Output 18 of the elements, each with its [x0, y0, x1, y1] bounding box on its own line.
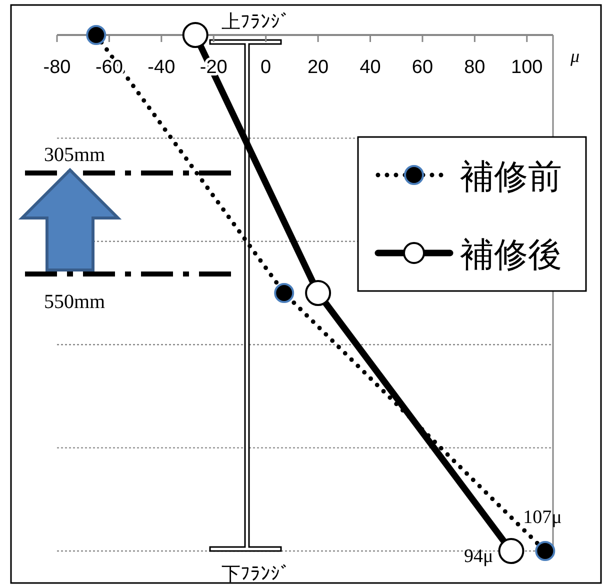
x-tick-label: -40 [148, 57, 176, 78]
annotation: 94μ [464, 546, 494, 567]
text: 下ﾌﾗﾝｼﾞ [222, 564, 290, 585]
legend-label: 補修前 [460, 158, 562, 196]
annotation: 305mm [44, 144, 106, 166]
x-tick-label: -60 [95, 57, 123, 78]
x-axis-title: μ [569, 46, 580, 66]
x-tick-label: 0 [260, 57, 272, 78]
annotation: 550mm [44, 291, 106, 313]
annotation: 107μ [523, 507, 562, 528]
x-tick-label: 20 [307, 57, 329, 78]
x-tick-label: 80 [464, 57, 486, 78]
x-tick-label: 60 [412, 57, 434, 78]
text: 上ﾌﾗﾝｼﾞ [222, 12, 290, 33]
legend-label: 補修後 [460, 236, 562, 274]
x-tick-label: -80 [43, 57, 71, 78]
x-tick-label: 40 [360, 57, 381, 78]
x-tick-label: 100 [511, 57, 543, 78]
